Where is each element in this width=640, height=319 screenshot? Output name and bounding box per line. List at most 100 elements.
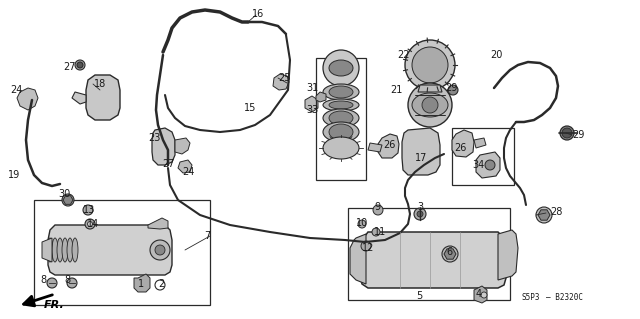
Polygon shape xyxy=(452,130,474,157)
Circle shape xyxy=(67,278,77,288)
Ellipse shape xyxy=(329,60,353,76)
Circle shape xyxy=(88,221,93,226)
Text: 16: 16 xyxy=(252,9,264,19)
Polygon shape xyxy=(350,234,366,284)
Bar xyxy=(34,200,210,305)
Polygon shape xyxy=(175,138,190,154)
Polygon shape xyxy=(498,230,518,280)
Circle shape xyxy=(372,228,380,236)
Polygon shape xyxy=(474,138,486,148)
Text: 5: 5 xyxy=(416,291,422,301)
Polygon shape xyxy=(86,75,120,120)
Bar xyxy=(316,58,366,180)
Text: 29: 29 xyxy=(445,83,458,93)
Polygon shape xyxy=(42,238,52,262)
Text: 10: 10 xyxy=(356,218,368,228)
Ellipse shape xyxy=(77,62,83,68)
Polygon shape xyxy=(48,225,172,275)
Polygon shape xyxy=(418,85,442,92)
Ellipse shape xyxy=(562,128,572,138)
Ellipse shape xyxy=(329,101,353,109)
Text: 9: 9 xyxy=(374,202,380,212)
Text: 27: 27 xyxy=(162,159,175,169)
Ellipse shape xyxy=(323,84,359,100)
Ellipse shape xyxy=(329,124,353,140)
Polygon shape xyxy=(538,210,550,220)
Circle shape xyxy=(481,292,487,298)
Circle shape xyxy=(412,47,448,83)
Text: 28: 28 xyxy=(550,207,563,217)
Circle shape xyxy=(414,208,426,220)
Text: 15: 15 xyxy=(244,103,257,113)
Text: 1: 1 xyxy=(138,279,144,289)
Circle shape xyxy=(358,220,366,228)
Text: 24: 24 xyxy=(182,167,195,177)
Ellipse shape xyxy=(323,109,359,127)
Text: 12: 12 xyxy=(362,243,374,253)
Circle shape xyxy=(485,160,495,170)
Text: 13: 13 xyxy=(83,205,95,215)
Ellipse shape xyxy=(412,93,448,117)
Ellipse shape xyxy=(52,238,58,262)
Text: 4: 4 xyxy=(476,289,482,299)
Circle shape xyxy=(448,85,458,95)
Circle shape xyxy=(422,97,438,113)
Circle shape xyxy=(83,205,93,215)
Ellipse shape xyxy=(323,137,359,159)
Polygon shape xyxy=(63,196,73,204)
Text: 26: 26 xyxy=(383,140,396,150)
Text: 11: 11 xyxy=(374,227,387,237)
Ellipse shape xyxy=(62,238,68,262)
Polygon shape xyxy=(152,128,175,165)
Circle shape xyxy=(85,219,95,229)
Ellipse shape xyxy=(323,99,359,111)
Ellipse shape xyxy=(47,238,53,262)
Text: 30: 30 xyxy=(58,189,70,199)
Circle shape xyxy=(323,50,359,86)
Ellipse shape xyxy=(57,238,63,262)
Polygon shape xyxy=(444,249,456,259)
Polygon shape xyxy=(178,160,192,173)
Text: 21: 21 xyxy=(390,85,403,95)
Polygon shape xyxy=(360,232,506,288)
Circle shape xyxy=(442,246,458,262)
Circle shape xyxy=(408,83,452,127)
Text: 8: 8 xyxy=(64,275,70,285)
Ellipse shape xyxy=(72,238,78,262)
Text: 29: 29 xyxy=(572,130,584,140)
Polygon shape xyxy=(273,74,289,90)
Circle shape xyxy=(47,278,57,288)
Polygon shape xyxy=(148,218,168,229)
Circle shape xyxy=(155,280,165,290)
Bar xyxy=(348,208,510,300)
Ellipse shape xyxy=(323,122,359,142)
Circle shape xyxy=(560,126,574,140)
Text: 14: 14 xyxy=(87,219,99,229)
Polygon shape xyxy=(476,152,500,178)
Polygon shape xyxy=(72,92,86,104)
Circle shape xyxy=(62,194,74,206)
Circle shape xyxy=(361,241,371,251)
Polygon shape xyxy=(17,88,38,110)
Circle shape xyxy=(536,207,552,223)
Text: 34: 34 xyxy=(472,160,484,170)
Polygon shape xyxy=(402,128,440,175)
Circle shape xyxy=(373,205,383,215)
Text: 7: 7 xyxy=(204,231,211,241)
Text: 17: 17 xyxy=(415,153,428,163)
Text: – B2320C: – B2320C xyxy=(546,293,583,302)
Text: 20: 20 xyxy=(490,50,502,60)
Text: 22: 22 xyxy=(397,50,410,60)
Text: 27: 27 xyxy=(63,62,76,72)
Polygon shape xyxy=(378,134,399,158)
Polygon shape xyxy=(316,92,326,102)
Text: 19: 19 xyxy=(8,170,20,180)
Text: 18: 18 xyxy=(94,79,106,89)
Ellipse shape xyxy=(329,111,353,125)
Polygon shape xyxy=(368,143,382,152)
Text: FR.: FR. xyxy=(44,300,65,310)
Text: 8: 8 xyxy=(40,275,46,285)
Circle shape xyxy=(150,240,170,260)
Text: 23: 23 xyxy=(148,133,161,143)
Text: 33: 33 xyxy=(306,105,318,115)
